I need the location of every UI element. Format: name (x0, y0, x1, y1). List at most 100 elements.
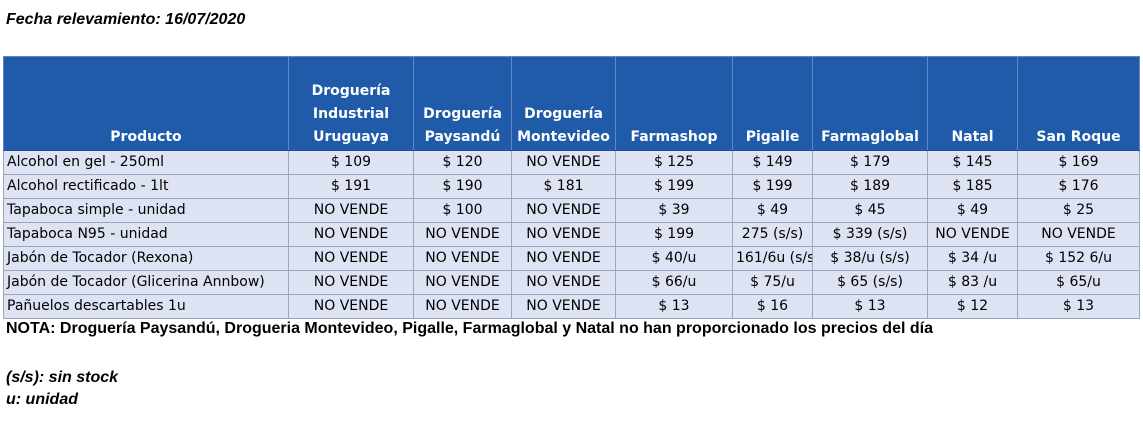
column-header-drogueria-montevideo: Droguería Montevideo (511, 56, 616, 151)
price-cell: $ 100 (413, 198, 512, 223)
price-cell: $ 181 (511, 174, 616, 199)
survey-date: Fecha relevamiento: 16/07/2020 (6, 11, 246, 28)
table-header-row: Producto Droguería Industrial Uruguaya Dro… (3, 56, 1140, 151)
price-cell: NO VENDE (288, 270, 414, 295)
price-cell: $ 199 (732, 174, 813, 199)
price-cell: NO VENDE (511, 246, 616, 271)
price-cell: $ 49 (732, 198, 813, 223)
column-header-farmaglobal: Farmaglobal (812, 56, 928, 151)
price-cell: $ 179 (812, 150, 928, 175)
column-header-line (930, 57, 1015, 80)
price-cell: NO VENDE (288, 246, 414, 271)
price-cell: NO VENDE (288, 294, 414, 319)
column-header-line (6, 103, 286, 126)
price-cell: $ 13 (1017, 294, 1140, 319)
column-header-line (416, 80, 509, 103)
column-header-line: Producto (110, 129, 182, 145)
column-header-pigalle: Pigalle (732, 56, 813, 151)
price-cell: $ 65/u (1017, 270, 1140, 295)
price-cell: $ 45 (812, 198, 928, 223)
price-cell: $ 13 (812, 294, 928, 319)
column-header-line (930, 103, 1015, 126)
column-header-line (815, 103, 925, 126)
product-name-cell: Alcohol en gel - 250ml (3, 150, 289, 175)
legend-unidad: u: unidad (6, 391, 78, 408)
column-header-line (735, 57, 810, 80)
price-cell: NO VENDE (413, 294, 512, 319)
price-cell: $ 25 (1017, 198, 1140, 223)
legend-sin-stock: (s/s): sin stock (6, 369, 119, 386)
column-header-line (618, 103, 730, 126)
price-cell: NO VENDE (288, 198, 414, 223)
price-cell: $ 49 (927, 198, 1018, 223)
column-header-line (1020, 57, 1137, 80)
product-name-cell: Tapaboca N95 - unidad (3, 222, 289, 247)
column-header-natal: Natal (927, 56, 1018, 151)
price-cell: $ 145 (927, 150, 1018, 175)
column-header-line (815, 80, 925, 103)
column-header-line (1020, 80, 1137, 103)
price-cell: NO VENDE (511, 222, 616, 247)
price-cell: NO VENDE (927, 222, 1018, 247)
table-row: Tapaboca N95 - unidad NO VENDE NO VENDE NO … (3, 222, 1140, 247)
price-cell: NO VENDE (511, 294, 616, 319)
price-cell: $ 191 (288, 174, 414, 199)
column-header-line: Farmashop (630, 129, 718, 145)
product-name-cell: Pañuelos descartables 1u (3, 294, 289, 319)
price-cell: NO VENDE (1017, 222, 1140, 247)
price-cell: 275 (s/s) (732, 222, 813, 247)
price-cell: NO VENDE (413, 246, 512, 271)
price-cell: $ 34 /u (927, 246, 1018, 271)
price-cell: $ 185 (927, 174, 1018, 199)
price-cell: $ 75/u (732, 270, 813, 295)
price-cell: $ 120 (413, 150, 512, 175)
price-cell: $ 38/u (s/s) (812, 246, 928, 271)
product-name-cell: Alcohol rectificado - 1lt (3, 174, 289, 199)
price-cell: $ 199 (615, 174, 733, 199)
product-name-cell: Jabón de Tocador (Rexona) (3, 246, 289, 271)
price-cell: $ 176 (1017, 174, 1140, 199)
column-header-line: Industrial (312, 106, 390, 122)
note-text: NOTA: Droguería Paysandú, Drogueria Mont… (6, 320, 933, 337)
column-header-producto: Producto (3, 56, 289, 151)
column-header-line: Montevideo (517, 129, 610, 145)
column-header-san-roque: San Roque (1017, 56, 1140, 151)
column-header-line (1020, 103, 1137, 126)
column-header-line: Droguería (423, 106, 502, 122)
column-header-line (6, 57, 286, 80)
column-header-drogueria-industrial-uruguaya: Droguería Industrial Uruguaya (288, 56, 414, 151)
column-header-drogueria-paysandu: Droguería Paysandú (413, 56, 512, 151)
price-cell: $ 39 (615, 198, 733, 223)
column-header-line (735, 103, 810, 126)
price-cell: $ 16 (732, 294, 813, 319)
column-header-line: Droguería (311, 83, 391, 99)
price-cell: NO VENDE (413, 222, 512, 247)
table-row: Alcohol rectificado - 1lt $ 191 $ 190 $ 181… (3, 174, 1140, 199)
price-cell: $ 12 (927, 294, 1018, 319)
price-cell: $ 65 (s/s) (812, 270, 928, 295)
price-cell: $ 125 (615, 150, 733, 175)
price-cell: $ 339 (s/s) (812, 222, 928, 247)
price-cell: $ 169 (1017, 150, 1140, 175)
price-cell: NO VENDE (511, 270, 616, 295)
price-cell: $ 189 (812, 174, 928, 199)
product-name-cell: Tapaboca simple - unidad (3, 198, 289, 223)
column-header-line (815, 57, 925, 80)
table-body: Alcohol en gel - 250ml $ 109 $ 120 NO VENDE… (3, 150, 1140, 319)
price-table: Producto Droguería Industrial Uruguaya Dro… (3, 56, 1140, 319)
column-header-line (930, 80, 1015, 103)
table-row: Tapaboca simple - unidad NO VENDE $ 100 NO … (3, 198, 1140, 223)
price-cell: NO VENDE (413, 270, 512, 295)
price-cell: $ 199 (615, 222, 733, 247)
column-header-line: Pigalle (745, 129, 800, 145)
price-cell: NO VENDE (511, 150, 616, 175)
column-header-line: Farmaglobal (821, 129, 919, 145)
column-header-line (618, 80, 730, 103)
price-cell: $ 66/u (615, 270, 733, 295)
table-row: Jabón de Tocador (Rexona) NO VENDE NO VEND… (3, 246, 1140, 271)
table-row: Pañuelos descartables 1u NO VENDE NO VENDE… (3, 294, 1140, 319)
column-header-line (6, 80, 286, 103)
price-cell: 161/6u (s/s (732, 246, 813, 271)
column-header-line (514, 80, 613, 103)
table-row: Jabón de Tocador (Glicerina Annbow) NO VE… (3, 270, 1140, 295)
